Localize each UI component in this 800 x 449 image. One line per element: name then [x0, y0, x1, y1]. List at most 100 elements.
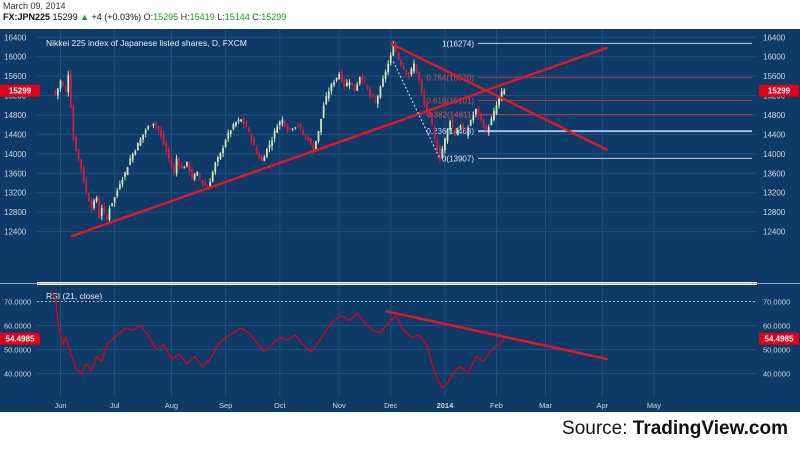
candle-body	[449, 121, 451, 131]
price-panel[interactable]	[37, 29, 757, 282]
candle-body	[361, 75, 364, 82]
candle-body	[284, 120, 286, 127]
rsi-value-tag-left-box	[0, 332, 40, 345]
candle-body	[201, 179, 204, 184]
candle-body	[90, 200, 93, 210]
rsi-tick-right: 40.0000	[763, 370, 790, 379]
falling-trendline[interactable]	[390, 42, 609, 152]
candle-body	[384, 71, 387, 79]
candle-body	[446, 128, 449, 142]
candle-body	[144, 129, 147, 134]
rsi-tick-left: 60.0000	[4, 322, 31, 331]
candle-body	[317, 131, 320, 142]
retracement-dotted-line	[392, 61, 441, 159]
rsi-trendline[interactable]	[385, 309, 608, 361]
candle-body	[108, 208, 111, 220]
candle-body	[237, 119, 240, 122]
last-price: 15299	[52, 12, 78, 22]
time-axis-band	[37, 397, 757, 412]
candle-body	[247, 127, 250, 132]
candle-body	[480, 113, 482, 120]
symbol[interactable]: FX:JPN225	[3, 12, 51, 22]
candle-body	[291, 128, 294, 130]
price-tick-right: 16000	[763, 53, 786, 62]
candle-body	[299, 124, 302, 129]
candle-body	[57, 88, 59, 96]
price-tick-left: 16400	[4, 33, 27, 42]
rsi-tick-right: 60.0000	[763, 322, 790, 331]
time-tick-label: Jul	[110, 401, 120, 410]
candle-body	[106, 215, 108, 220]
candle-body	[330, 84, 333, 92]
candle-body	[431, 113, 433, 126]
candle-body	[72, 106, 75, 140]
candle-body	[250, 133, 253, 142]
price-tick-left: 15600	[4, 72, 27, 81]
time-tick-label: Nov	[332, 401, 346, 410]
candle-body	[178, 159, 181, 166]
candle-body	[62, 82, 64, 86]
high-label: H:	[180, 12, 190, 22]
candle-body	[229, 130, 232, 135]
rsi-tick-right: 50.0000	[763, 346, 790, 355]
open-value: 15295	[153, 12, 179, 22]
candle-body	[503, 90, 506, 95]
price-tick-left: 13600	[4, 169, 27, 178]
price-tick-left: 13200	[4, 189, 27, 198]
rsi-value-tag-right: 54.4985	[765, 335, 794, 344]
candle-body	[260, 156, 263, 161]
candle-body	[436, 140, 439, 151]
rising-trendline[interactable]	[70, 46, 608, 238]
candle-body	[482, 120, 485, 128]
candle-body	[126, 167, 129, 176]
candle-body	[180, 164, 183, 168]
candle-body	[441, 148, 444, 159]
candle-body	[407, 72, 410, 77]
candle-body	[124, 172, 126, 177]
candle-body	[335, 77, 338, 81]
candle-body	[142, 134, 144, 140]
candle-body	[286, 125, 289, 132]
price-change: +4 (+0.03%)	[91, 12, 142, 22]
time-tick-label: Sep	[219, 401, 232, 410]
candle-body	[258, 153, 261, 159]
candle-body	[103, 205, 106, 212]
candle-body	[134, 150, 137, 155]
rsi-panel[interactable]	[37, 285, 757, 397]
time-tick-label: Aug	[165, 401, 178, 410]
candle-body	[364, 80, 366, 82]
candle-body	[433, 127, 436, 139]
last-price-tag-left-box	[0, 84, 40, 97]
candle-body	[191, 169, 193, 179]
candle-body	[196, 171, 199, 176]
candle-body	[351, 82, 353, 86]
candle-body	[498, 98, 500, 106]
candle-body	[322, 105, 325, 118]
open-label: O:	[143, 12, 154, 22]
candle-body	[170, 160, 173, 167]
candle-body	[121, 179, 124, 185]
candle-body	[253, 138, 255, 146]
candle-body	[131, 153, 134, 161]
candle-body	[59, 80, 62, 89]
candle-body	[224, 140, 227, 148]
source-prefix: Source:	[562, 418, 633, 439]
price-tick-right: 14000	[763, 150, 786, 159]
candle-body	[289, 127, 292, 129]
candle-body	[423, 92, 426, 105]
fib-level-label: 0.764(15570)	[426, 74, 474, 83]
candle-body	[167, 149, 170, 159]
candle-body	[276, 126, 279, 133]
candle-body	[400, 60, 402, 66]
candle-body	[333, 82, 335, 85]
candle-body	[294, 127, 297, 129]
candle-body	[369, 88, 371, 96]
time-tick-label: May	[647, 401, 661, 410]
candle-body	[371, 94, 374, 98]
candle-body	[428, 112, 431, 114]
candle-body	[67, 74, 70, 93]
candle-body	[188, 162, 191, 173]
candle-body	[183, 167, 186, 169]
candle-body	[356, 84, 359, 91]
